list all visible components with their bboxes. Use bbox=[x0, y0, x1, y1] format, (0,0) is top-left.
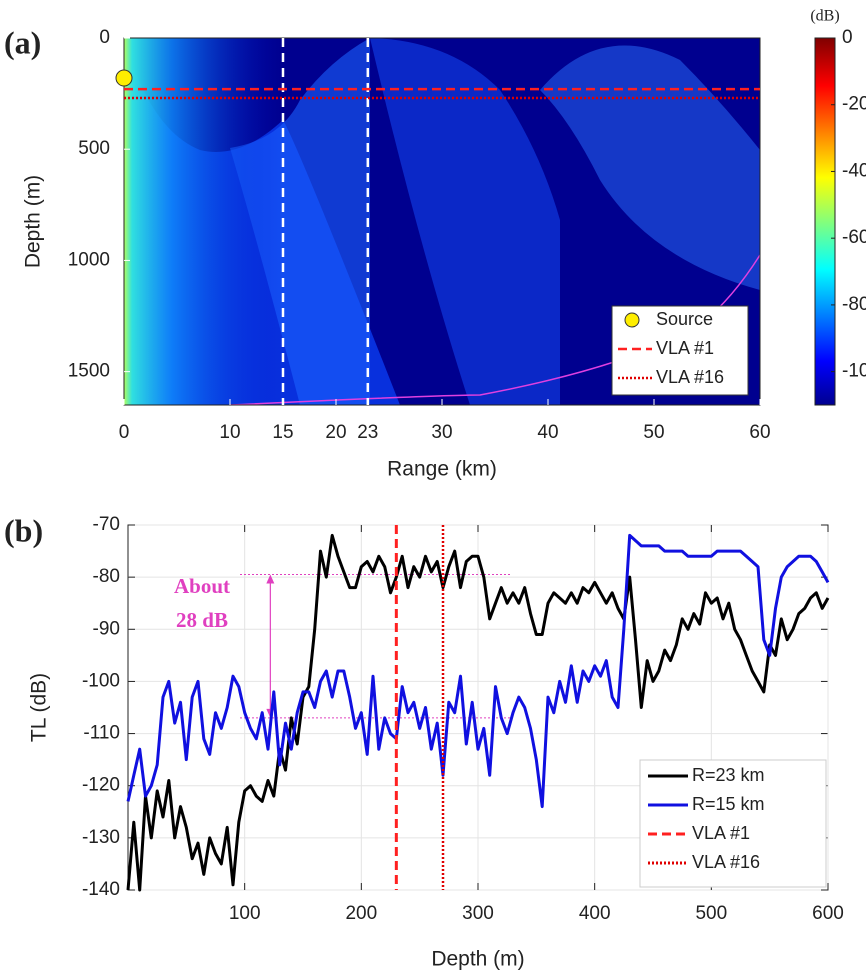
y-tick-label: 500 bbox=[78, 138, 110, 159]
x-tick-label: 15 bbox=[272, 422, 293, 443]
y-tick-label: 0 bbox=[99, 27, 110, 48]
y-tick-label: -100 bbox=[82, 670, 120, 691]
y-tick-label: -90 bbox=[93, 618, 120, 639]
y-tick-label: -140 bbox=[82, 879, 120, 900]
x-tick-label: 200 bbox=[345, 903, 377, 924]
legend-box bbox=[639, 759, 827, 888]
colorbar-tick-label: 0 bbox=[842, 27, 853, 48]
colorbar-label: (dB) bbox=[810, 8, 839, 25]
colorbar-tick-label: -80 bbox=[842, 294, 866, 315]
colorbar-tick-label: -60 bbox=[842, 227, 866, 248]
legend-label: VLA #16 bbox=[692, 852, 760, 872]
panel-label: (a) bbox=[4, 24, 41, 60]
legend-label: VLA #1 bbox=[692, 823, 750, 843]
x-tick-label: 500 bbox=[695, 903, 727, 924]
x-tick-label: 300 bbox=[462, 903, 494, 924]
arrow-head bbox=[266, 574, 275, 584]
x-tick-label: 10 bbox=[219, 422, 240, 443]
x-tick-label: 40 bbox=[537, 422, 558, 443]
legend-swatch bbox=[624, 312, 640, 328]
x-tick-label: 50 bbox=[643, 422, 664, 443]
y-axis-label: TL (dB) bbox=[28, 673, 51, 742]
x-tick-label: 30 bbox=[431, 422, 452, 443]
annotation-text: 28 dB bbox=[176, 608, 228, 632]
x-tick-label: 0 bbox=[119, 422, 130, 443]
x-tick-label: 100 bbox=[229, 903, 261, 924]
y-tick-label: -80 bbox=[93, 566, 120, 587]
y-tick-label: -120 bbox=[82, 775, 120, 796]
legend-label: VLA #1 bbox=[656, 338, 714, 358]
x-tick-label: 400 bbox=[579, 903, 611, 924]
panel-label: (b) bbox=[4, 512, 43, 548]
colorbar-tick-label: -100 bbox=[842, 361, 866, 382]
heatmap bbox=[124, 38, 760, 405]
source-marker bbox=[115, 69, 133, 87]
legend-label: VLA #16 bbox=[656, 367, 724, 387]
x-axis-label: Range (km) bbox=[387, 458, 497, 481]
line-series bbox=[126, 533, 830, 809]
y-tick-label: -70 bbox=[93, 514, 120, 535]
legend-label: R=15 km bbox=[692, 794, 765, 814]
x-tick-label: 23 bbox=[357, 422, 378, 443]
x-tick-label: 600 bbox=[812, 903, 844, 924]
legend-label: Source bbox=[656, 309, 713, 329]
legend-label: R=23 km bbox=[692, 765, 765, 785]
y-tick-label: -130 bbox=[82, 827, 120, 848]
y-tick-label: 1500 bbox=[68, 361, 110, 382]
x-tick-label: 60 bbox=[749, 422, 770, 443]
colorbar bbox=[814, 37, 836, 406]
colorbar-tick-label: -20 bbox=[842, 94, 866, 115]
y-axis-label: Depth (m) bbox=[22, 175, 45, 268]
y-tick-label: -110 bbox=[83, 723, 120, 744]
line-series bbox=[126, 533, 830, 892]
x-axis-label: Depth (m) bbox=[431, 948, 524, 971]
x-tick-label: 20 bbox=[325, 422, 346, 443]
colorbar-tick-label: -40 bbox=[842, 160, 866, 181]
y-tick-label: 1000 bbox=[68, 249, 110, 270]
annotation-text: About bbox=[174, 574, 230, 598]
